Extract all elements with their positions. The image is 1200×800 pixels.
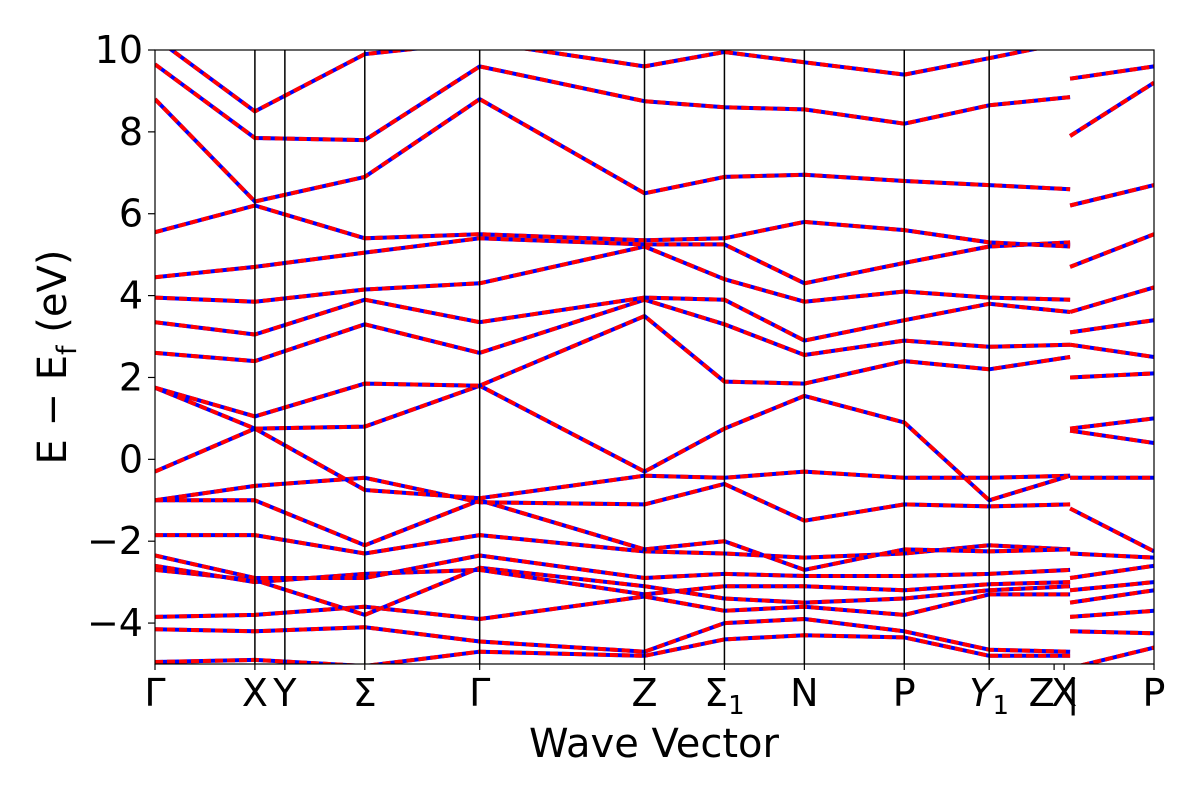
- band-14-seg-0-overlay: [155, 244, 1071, 304]
- y-axis-label-suffix: (eV): [30, 250, 76, 346]
- x-tick-label-6-text: Σ: [704, 671, 728, 715]
- band-5-seg-0-overlay: [155, 553, 1071, 580]
- band-9-seg-1-overlay: [1069, 428, 1154, 445]
- x-tick-label-7: N: [790, 671, 818, 715]
- band-18-seg-0-reference: [155, 62, 1071, 143]
- x-tick-label-2-text: Y: [272, 671, 297, 715]
- y-tick-label-7: 10: [95, 28, 143, 72]
- y-tick-label-4: 4: [119, 274, 143, 318]
- x-tick-label-5-text: Z: [631, 671, 657, 715]
- band-6-seg-1-overlay: [1070, 551, 1154, 560]
- band-9-seg-0-overlay: [155, 426, 1071, 501]
- band-13-seg-0-reference: [155, 295, 1071, 343]
- band-19-seg-1-reference: [1070, 34, 1154, 38]
- band-7-seg-1-overlay: [1069, 506, 1154, 554]
- x-tick-label-9: Y1: [969, 671, 1009, 721]
- y-axis-label-sub: f: [52, 344, 83, 355]
- band-12-seg-1-overlay: [1069, 342, 1154, 359]
- x-tick-label-4-text: Γ: [469, 671, 490, 715]
- kpoint-lines-layer: [254, 50, 990, 664]
- x-tick-label-0-text: Γ: [144, 671, 165, 715]
- band-19-seg-1-overlay: [1070, 34, 1154, 38]
- y-tick-label-5: 6: [119, 192, 143, 236]
- x-tick-label-1: X: [242, 671, 268, 715]
- y-tick-label-0: −4: [87, 601, 143, 645]
- y-axis-label: E − Ef (eV): [30, 250, 83, 465]
- y-axis-label-prefix: E − E: [30, 355, 76, 465]
- band-8-seg-0-overlay: [155, 475, 1071, 523]
- x-tick-label-3-text: Σ: [353, 671, 377, 715]
- x-tick-label-5: Z: [631, 671, 657, 715]
- band-3-seg-1-overlay: [1069, 588, 1154, 605]
- band-7-seg-0-reference: [155, 498, 1071, 572]
- band-16-seg-0-reference: [155, 203, 1071, 249]
- band-19-seg-0-reference: [168, 50, 1040, 114]
- bands-layer: [155, 34, 1154, 664]
- band-16-seg-1-overlay: [1069, 183, 1154, 208]
- band-15-seg-1-overlay: [1069, 232, 1154, 269]
- band-1-seg-1-overlay: [1070, 629, 1154, 636]
- band-11-seg-0-reference: [155, 314, 1071, 419]
- band-13-seg-1-overlay: [1069, 318, 1154, 335]
- x-tick-label-8-text: P: [893, 671, 916, 715]
- x-tick-label-7-text: N: [790, 671, 818, 715]
- y-ticks-layer: −4 −2 0 2 4 6 8 10: [87, 28, 155, 645]
- band-4-seg-1-overlay: [1069, 580, 1154, 593]
- band-15-seg-0-overlay: [155, 236, 1071, 286]
- band-17-seg-1-overlay: [1069, 81, 1154, 138]
- band-11-seg-0-overlay: [155, 314, 1071, 419]
- x-tick-label-10-text: Z |: [1029, 671, 1080, 716]
- band-10-seg-0-overlay: [155, 383, 1071, 503]
- x-tick-label-8: P: [893, 671, 916, 715]
- band-13-seg-0-overlay: [155, 295, 1071, 343]
- band-2-seg-0-overlay: [155, 592, 1071, 621]
- band-10-seg-1-overlay: [1069, 416, 1154, 431]
- band-3-seg-0-overlay: [155, 565, 1071, 617]
- band-18-seg-0-overlay: [155, 62, 1071, 143]
- x-tick-label-9-sub: 1: [993, 691, 1010, 721]
- band-0-seg-1-overlay: [1078, 645, 1154, 664]
- band-18-seg-1-overlay: [1069, 64, 1154, 81]
- x-tick-label-0: Γ: [144, 671, 165, 715]
- x-tick-label-6: Σ1: [704, 671, 745, 721]
- x-tick-label-12-text: P: [1143, 671, 1166, 715]
- band-1-seg-0-overlay: [155, 617, 1071, 654]
- x-tick-label-10: Z |: [1029, 671, 1080, 716]
- x-tick-label-3: Σ: [353, 671, 377, 715]
- x-tick-label-12: P: [1143, 671, 1166, 715]
- plot-frame: [154, 49, 1155, 665]
- x-tick-label-4: Γ: [469, 671, 490, 715]
- x-tick-label-6-sub: 1: [728, 691, 745, 721]
- y-tick-label-1: −2: [87, 519, 143, 563]
- band-1-seg-0-reference: [155, 617, 1071, 654]
- band-17-seg-0-reference: [155, 97, 1071, 204]
- x-tick-label-2: Y: [272, 671, 297, 715]
- x-tick-label-11: X: [1051, 671, 1077, 715]
- band-11-seg-1-overlay: [1070, 371, 1154, 380]
- band-2-seg-1-overlay: [1069, 608, 1154, 619]
- y-tick-label-3: 2: [119, 355, 143, 399]
- x-axis-label: Wave Vector: [529, 721, 780, 767]
- x-tick-label-9-text: Y: [969, 671, 995, 715]
- x-tick-label-11-text: X: [1051, 671, 1077, 715]
- band-0-seg-0-overlay: [155, 633, 1071, 664]
- band-7-seg-0-overlay: [155, 498, 1071, 572]
- y-tick-label-2: 0: [119, 437, 143, 481]
- band-16-seg-0-overlay: [155, 203, 1071, 249]
- band-9-seg-0-reference: [155, 426, 1071, 501]
- y-tick-label-6: 8: [119, 110, 143, 154]
- band-12-seg-0-overlay: [155, 297, 1071, 364]
- band-14-seg-1-overlay: [1069, 285, 1154, 314]
- x-tick-label-1-text: X: [242, 671, 268, 715]
- band-5-seg-1-overlay: [1069, 563, 1154, 580]
- band-19-seg-0-overlay: [168, 50, 1040, 114]
- band-17-seg-0-overlay: [155, 97, 1071, 204]
